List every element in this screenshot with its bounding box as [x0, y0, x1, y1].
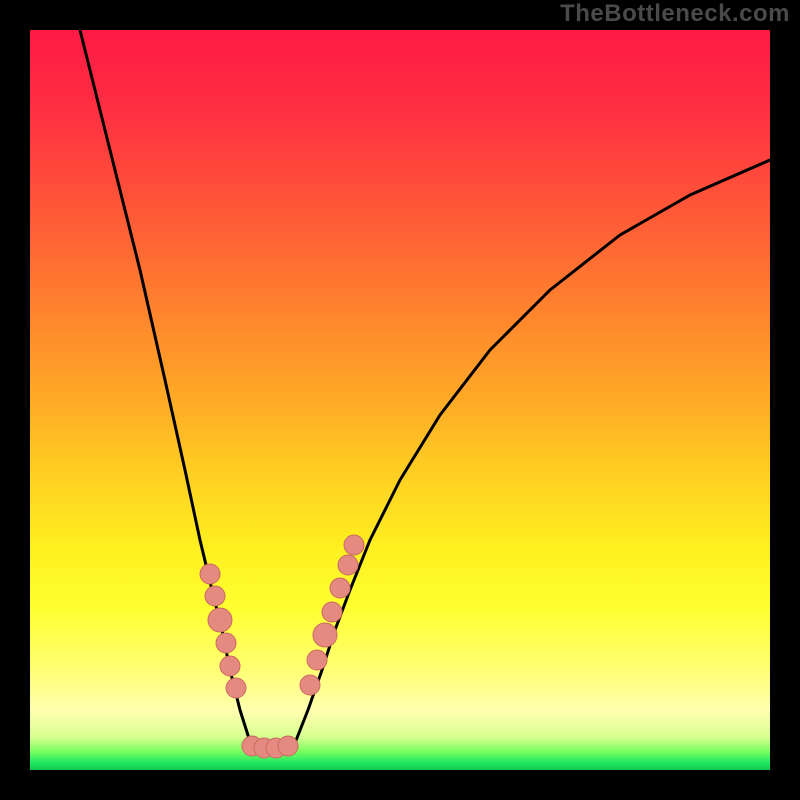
data-marker — [344, 535, 364, 555]
chart-svg — [30, 30, 770, 770]
data-marker — [226, 678, 246, 698]
data-marker — [313, 623, 337, 647]
data-marker — [278, 736, 298, 756]
gradient-background — [30, 30, 770, 770]
data-marker — [307, 650, 327, 670]
data-marker — [330, 578, 350, 598]
watermark-label: TheBottleneck.com — [560, 0, 790, 28]
data-marker — [200, 564, 220, 584]
data-marker — [220, 656, 240, 676]
data-marker — [300, 675, 320, 695]
bottleneck-chart — [30, 30, 770, 770]
data-marker — [322, 602, 342, 622]
data-marker — [216, 633, 236, 653]
data-marker — [338, 555, 358, 575]
data-marker — [208, 608, 232, 632]
chart-frame: TheBottleneck.com — [0, 0, 800, 800]
data-marker — [205, 586, 225, 606]
